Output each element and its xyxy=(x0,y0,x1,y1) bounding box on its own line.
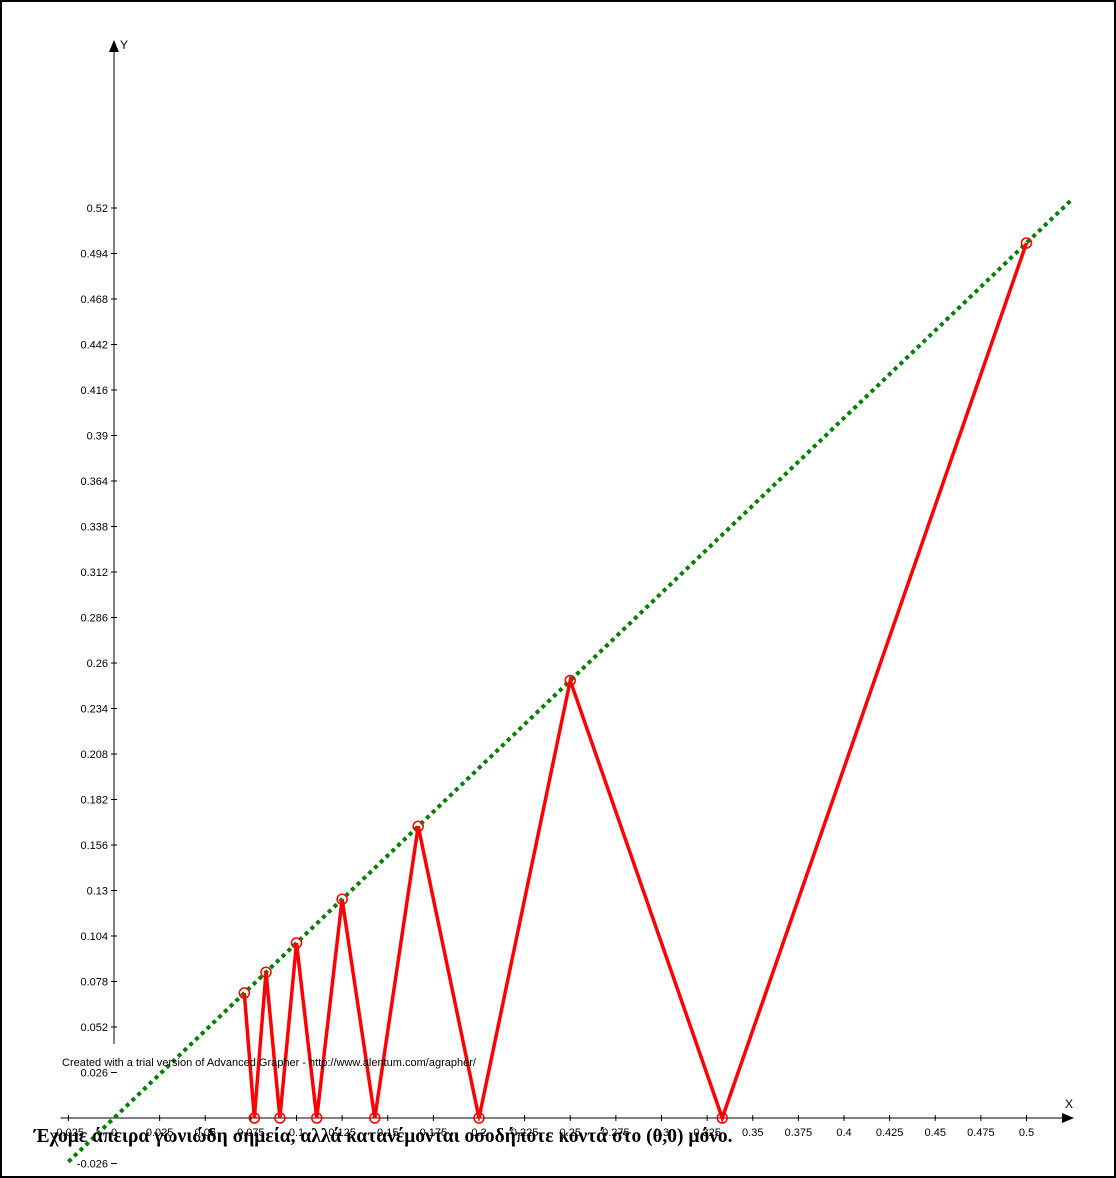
y-tick-label: 0.338 xyxy=(80,522,108,534)
caption-text: Έχομε άπειρα γωνιώδη σημεία, αλλά κατανέ… xyxy=(34,1126,733,1147)
x-tick-label: 0.3 xyxy=(654,1127,669,1139)
data-point-marker xyxy=(260,966,272,978)
x-tick-label: 0 xyxy=(111,1127,117,1139)
y-tick-label: 0.468 xyxy=(80,294,108,306)
x-tick-label: 0.15 xyxy=(377,1127,398,1139)
x-tick-label: 0.175 xyxy=(420,1127,448,1139)
axes xyxy=(60,40,1074,1123)
x-tick-label: 0.275 xyxy=(602,1127,630,1139)
x-tick-label: 0.5 xyxy=(1019,1127,1034,1139)
data-point-marker xyxy=(716,1112,729,1124)
x-tick-label: 0.1 xyxy=(289,1127,304,1139)
data-point-marker xyxy=(473,1112,485,1124)
y-tick-label: 0.312 xyxy=(80,567,108,579)
y-axis-label: Y xyxy=(120,38,128,52)
y-tick-label: 0.494 xyxy=(80,249,108,261)
x-tick-label: 0.05 xyxy=(195,1127,216,1139)
data-point-marker xyxy=(412,820,424,833)
y-tick-label: 0.234 xyxy=(80,704,108,716)
ticks: -0.025 0 0.025 0.05 0.075 0.1 0.125 0.15 0.175 0.… xyxy=(53,203,1034,1171)
markers-group xyxy=(238,237,1033,1124)
data-point-marker xyxy=(564,674,576,687)
x-tick-label: 0.325 xyxy=(693,1127,721,1139)
x-tick-label: 0.25 xyxy=(560,1127,581,1139)
y-tick-label: 0.104 xyxy=(80,931,108,943)
y-tick-label: 0.39 xyxy=(87,431,108,443)
y-tick-label: 0.13 xyxy=(87,886,108,898)
x-tick-label: -0.025 xyxy=(53,1127,84,1139)
y-tick-label: 0.442 xyxy=(80,340,108,352)
x-tick-label: 0.375 xyxy=(785,1127,813,1139)
x-tick-label: 0.075 xyxy=(237,1127,265,1139)
data-point-marker xyxy=(274,1112,286,1124)
data-point-marker xyxy=(248,1112,261,1124)
x-tick-label: 0.35 xyxy=(742,1127,763,1139)
y-tick-label: 0.026 xyxy=(80,1068,108,1080)
y-tick-label: 0.078 xyxy=(80,977,108,989)
data-point-marker xyxy=(290,937,303,949)
x-tick-label: 0.025 xyxy=(146,1127,174,1139)
y-tick-label: 0.364 xyxy=(80,476,108,488)
x-tick-label: 0.225 xyxy=(511,1127,539,1139)
y-tick-label: 0.52 xyxy=(87,203,108,215)
y-tick-label: 0.156 xyxy=(80,840,108,852)
credit-text: Created with a trial version of Advanced… xyxy=(62,1057,476,1069)
series-line-solid xyxy=(242,242,1029,1124)
y-tick-label: 0.26 xyxy=(87,658,108,670)
x-tick-label: 0.125 xyxy=(328,1127,356,1139)
x-tick-label: 0.4 xyxy=(836,1127,851,1139)
y-axis-arrow xyxy=(109,40,119,52)
data-point-marker xyxy=(1020,237,1033,249)
x-axis-label: X xyxy=(1065,1097,1073,1111)
y-tick-label: 0.208 xyxy=(80,749,108,761)
series-group xyxy=(66,197,1074,1164)
x-tick-label: 0.425 xyxy=(876,1127,904,1139)
y-tick-label: 0.182 xyxy=(80,795,108,807)
y-tick-label: 0.052 xyxy=(80,1022,108,1034)
x-tick-label: 0.2 xyxy=(471,1127,486,1139)
x-tick-label: 0.475 xyxy=(967,1127,995,1139)
data-point-marker xyxy=(311,1112,323,1124)
data-point-marker xyxy=(369,1112,381,1124)
data-point-marker xyxy=(238,987,251,999)
x-tick-label: 0.45 xyxy=(925,1127,946,1139)
x-axis-arrow xyxy=(1062,1113,1074,1123)
data-point-marker xyxy=(336,893,348,905)
y-tick-label: 0.416 xyxy=(80,385,108,397)
y-tick-label: 0.286 xyxy=(80,613,108,625)
y-tick-label: -0.026 xyxy=(77,1159,108,1171)
